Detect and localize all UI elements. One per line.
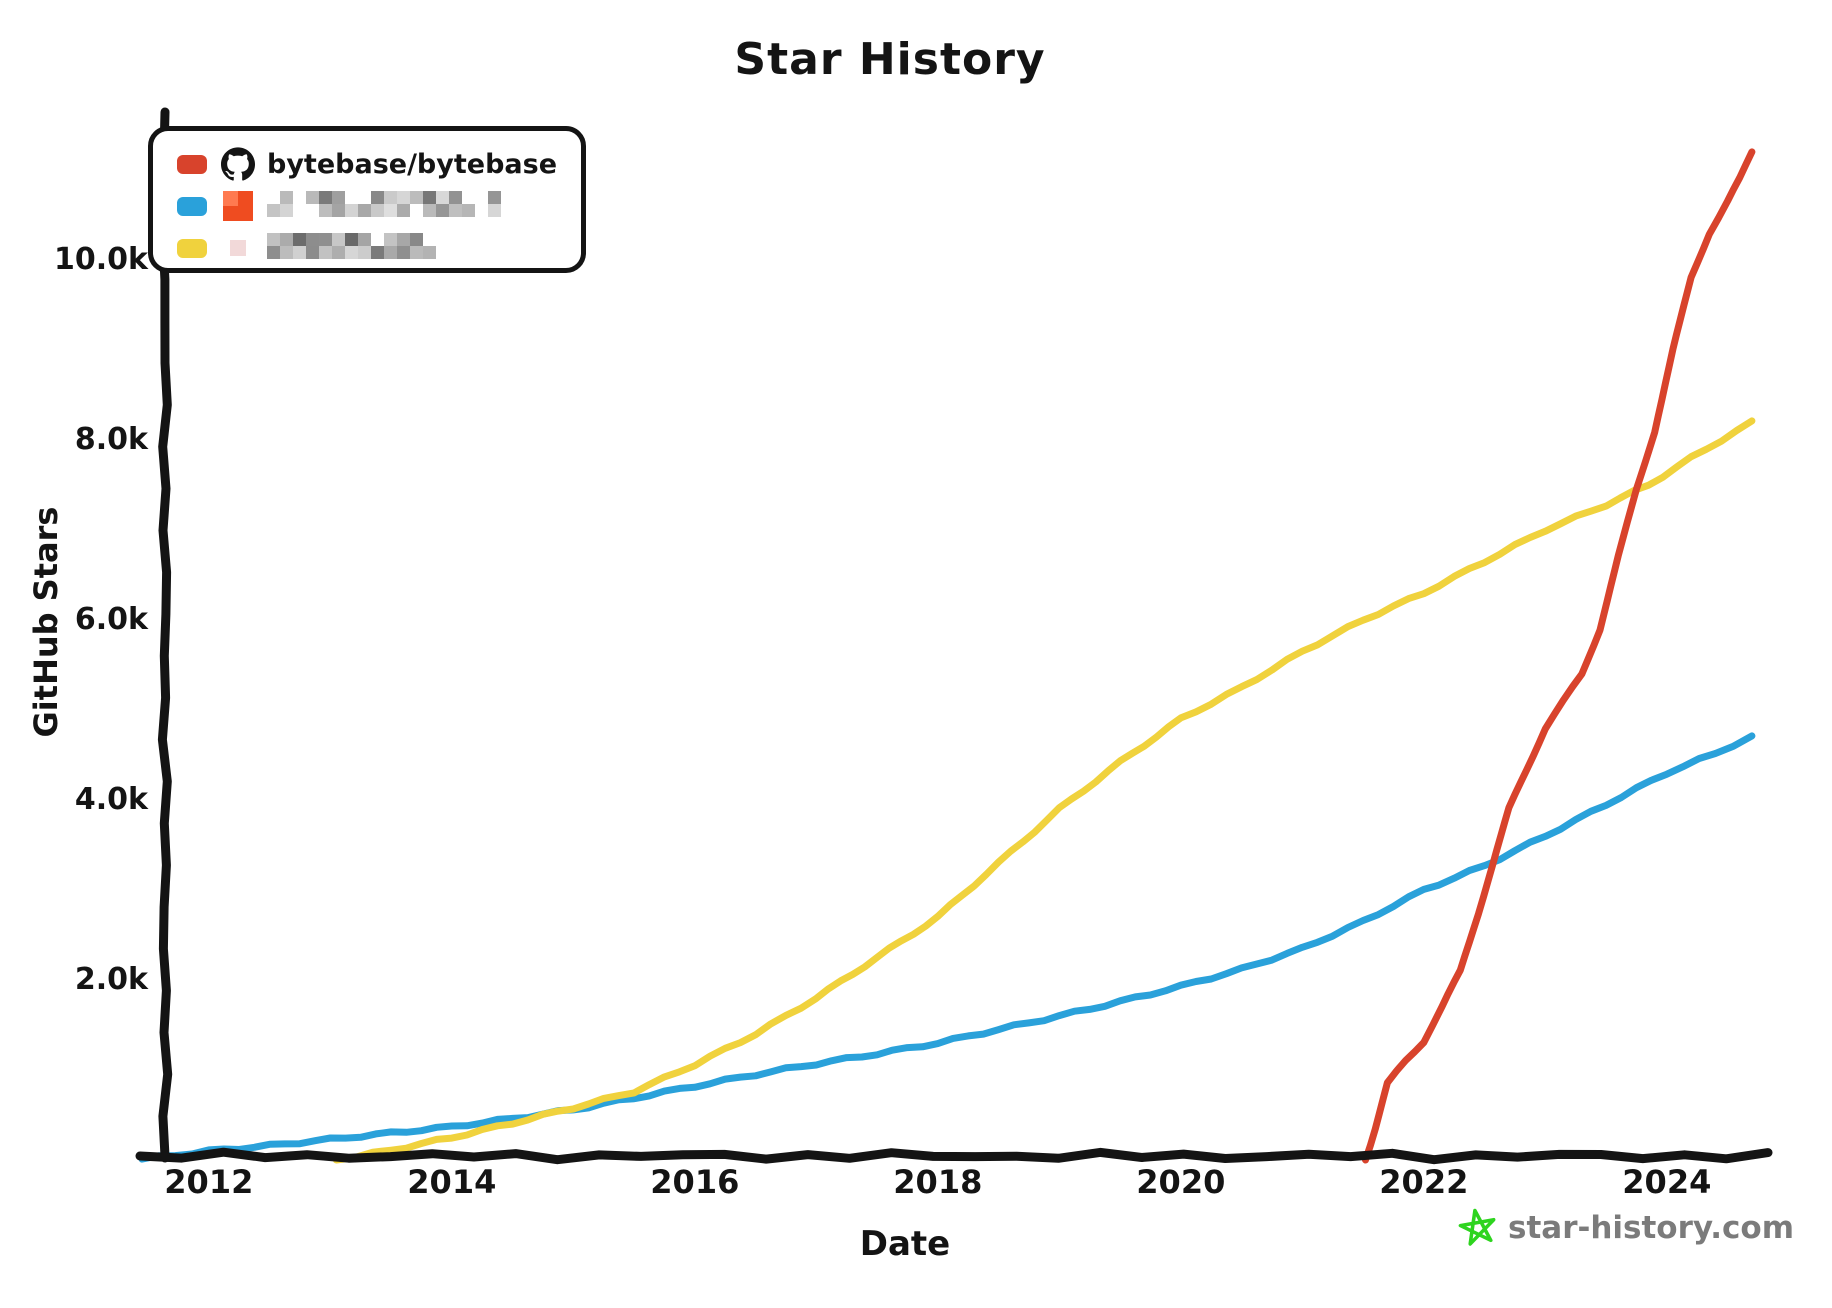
x-axis-title: Date: [859, 1224, 951, 1264]
y-tick-label: 6.0k: [74, 602, 148, 637]
green-star-icon: [1458, 1208, 1496, 1246]
x-tick-label: 2016: [650, 1163, 740, 1201]
repo-name: bytebase/bytebase: [267, 148, 558, 180]
x-tick-label: 2018: [893, 1163, 983, 1201]
star-history-watermark-link[interactable]: star-history.com: [1458, 1206, 1794, 1250]
repo-avatar: [220, 188, 256, 224]
series-color-swatch: [177, 154, 207, 174]
x-tick-label: 2012: [164, 1163, 254, 1201]
series-line-bytebase/bytebase: [1362, 148, 1756, 1164]
redacted-repo-name: [267, 191, 501, 221]
repo-avatar: [220, 230, 256, 266]
pixelated-redaction: [267, 191, 501, 217]
legend-item-redacted-2: [177, 229, 581, 267]
x-tick-label: 2024: [1622, 1163, 1712, 1201]
repo-avatar: [220, 146, 256, 182]
legend-item-bytebase: bytebase/bytebase: [177, 145, 581, 183]
x-tick-label: 2022: [1379, 1163, 1469, 1201]
x-tick-label: 2020: [1136, 1163, 1226, 1201]
y-tick-label: 2.0k: [74, 962, 148, 997]
series-color-swatch: [177, 196, 207, 216]
legend-item-redacted-1: [177, 187, 581, 225]
pixelated-redaction: [267, 233, 436, 259]
y-tick-label: 4.0k: [74, 782, 148, 817]
x-axis-line: [135, 1147, 1773, 1165]
chart-title: Star History: [734, 34, 1046, 85]
y-tick-label: 8.0k: [74, 422, 148, 457]
orange-square-avatar: [223, 191, 253, 221]
redacted-repo-name: [267, 233, 436, 263]
series-line-redacted-0: [138, 732, 1756, 1163]
watermark-text: star-history.com: [1508, 1210, 1795, 1246]
y-axis-line: [157, 107, 173, 1163]
series-color-swatch: [177, 238, 207, 258]
pink-square-avatar: [230, 240, 246, 256]
series-line-redacted-1: [332, 417, 1756, 1164]
legend: bytebase/bytebase: [148, 126, 586, 273]
y-tick-label: 10.0k: [54, 242, 148, 277]
github-icon: [221, 147, 255, 181]
x-tick-label: 2014: [407, 1163, 497, 1201]
